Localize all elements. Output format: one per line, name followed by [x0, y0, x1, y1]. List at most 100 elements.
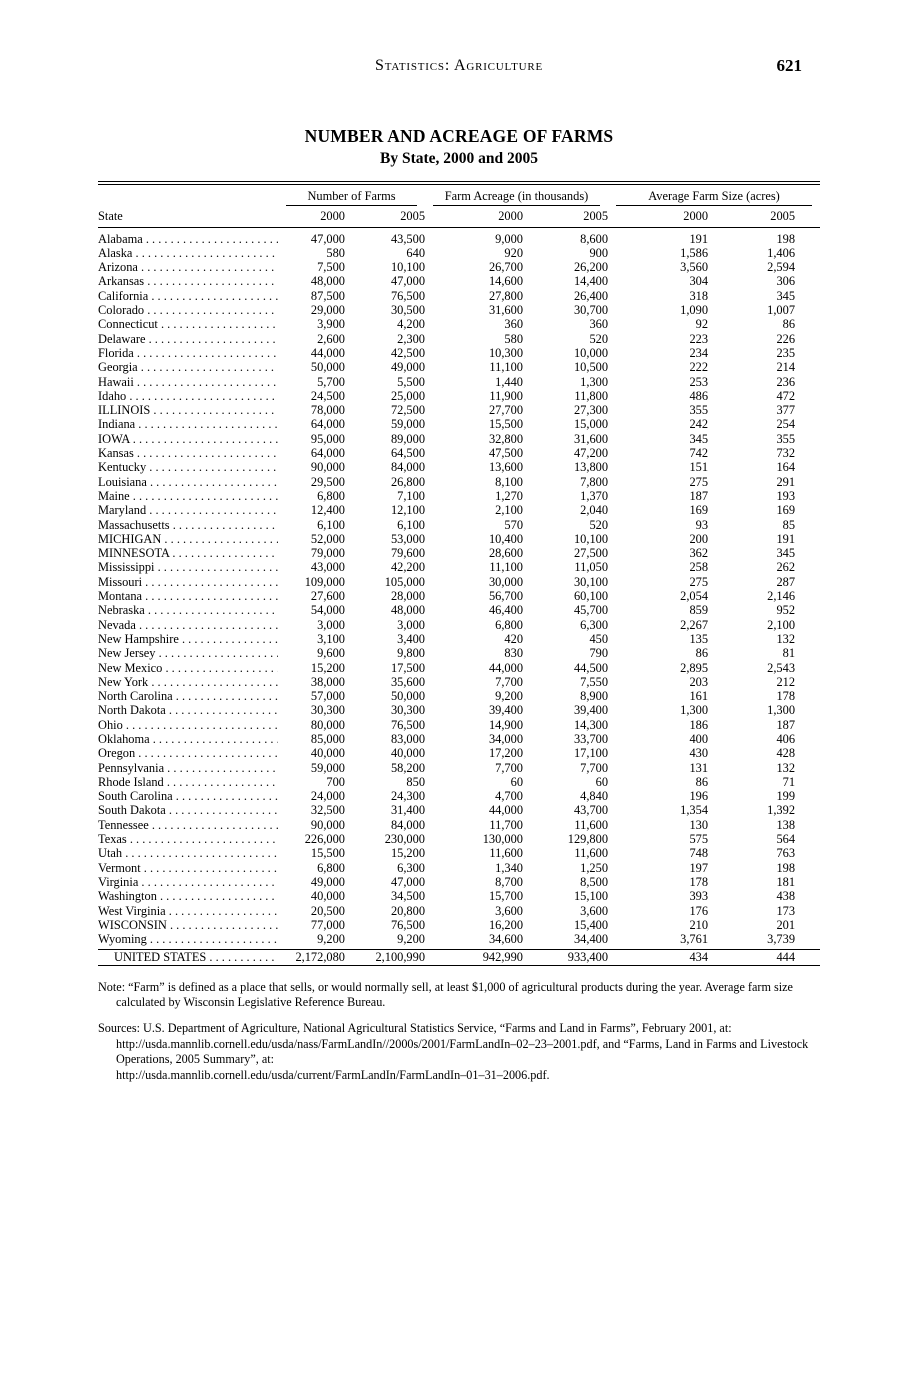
value-cell: 47,200	[573, 446, 609, 461]
state-name: Arkansas	[98, 274, 145, 289]
value-cell: 580	[326, 245, 345, 260]
value-cell: 20,800	[390, 903, 426, 918]
dot-leader	[134, 346, 278, 360]
value-cell: 71	[782, 774, 796, 789]
state-name: Alaska	[98, 245, 133, 260]
value-cell: 105,000	[384, 574, 426, 589]
table-row: North Carolina 57,000 50,000 9,200 8,900 161 1…	[98, 689, 820, 703]
state-name-cell: Virginia	[98, 875, 278, 889]
table-row: Florida 44,000 42,500 10,300 10,000 234 235	[98, 346, 820, 360]
value-cell: 38,000	[310, 674, 345, 689]
value-cell: 81	[782, 646, 796, 661]
value-cell: 732	[776, 446, 796, 461]
dot-leader	[169, 546, 278, 560]
value-cell: 242	[689, 417, 709, 432]
value-cell: 520	[589, 517, 609, 532]
value-cell: 164	[776, 460, 796, 475]
value-cell: 360	[504, 317, 524, 332]
table-row: MICHIGAN 52,000 53,000 10,400 10,100 200 191	[98, 532, 820, 546]
value-cell: 17,200	[488, 746, 524, 761]
value-cell: 14,600	[488, 274, 524, 289]
state-name: MICHIGAN	[98, 531, 162, 546]
value-cell: 6,300	[580, 617, 609, 632]
value-cell: 109,000	[304, 574, 345, 589]
value-cell: 191	[689, 231, 709, 246]
value-cell: 6,100	[317, 517, 345, 532]
value-cell: 742	[689, 446, 709, 461]
value-cell: 15,500	[310, 846, 345, 861]
state-name-cell: Ohio	[98, 718, 278, 732]
value-cell: 31,400	[390, 803, 426, 818]
value-cell: 214	[776, 360, 796, 375]
column-header-state: State	[98, 206, 278, 228]
value-cell: 30,100	[573, 574, 609, 589]
table-row: Maryland 12,400 12,100 2,100 2,040 169 169	[98, 503, 820, 517]
dot-leader	[158, 317, 278, 331]
value-cell: 11,800	[574, 388, 609, 403]
state-name-cell: IOWA	[98, 432, 278, 446]
state-name: ILLINOIS	[98, 403, 151, 418]
value-cell: 46,400	[488, 603, 524, 618]
table-row: Hawaii 5,700 5,500 1,440 1,300 253 236	[98, 375, 820, 389]
table-row: Nebraska 54,000 48,000 46,400 45,700 859 952	[98, 603, 820, 617]
value-cell: 1,586	[680, 245, 709, 260]
table-row: Colorado 29,000 30,500 31,600 30,700 1,090 1,0…	[98, 303, 820, 317]
value-cell: 222	[689, 360, 709, 375]
value-cell: 486	[689, 388, 709, 403]
value-cell: 253	[689, 374, 709, 389]
value-cell: 17,500	[390, 660, 426, 675]
value-cell: 132	[776, 760, 796, 775]
value-cell: 2,146	[767, 589, 796, 604]
state-name: Idaho	[98, 388, 127, 403]
value-cell: 201	[776, 917, 796, 932]
value-cell: 64,000	[310, 417, 345, 432]
value-cell: 8,500	[580, 874, 609, 889]
sources-text: Sources: U.S. Department of Agriculture,…	[98, 1020, 809, 1082]
state-name-cell: MINNESOTA	[98, 546, 278, 560]
value-cell: 35,600	[390, 674, 426, 689]
state-name-cell: Kansas	[98, 446, 278, 460]
state-name-cell: Hawaii	[98, 375, 278, 389]
value-cell: 130,000	[482, 832, 524, 847]
value-cell: 40,000	[310, 746, 345, 761]
table-row: Mississippi 43,000 42,200 11,100 11,050 258 26…	[98, 560, 820, 574]
value-cell: 952	[776, 603, 796, 618]
column-header-acreage-2000: 2000	[425, 206, 524, 228]
dot-leader	[173, 789, 278, 803]
value-cell: 26,200	[573, 260, 609, 275]
value-cell: 230,000	[384, 832, 426, 847]
dot-leader	[143, 232, 278, 246]
dot-leader	[150, 732, 278, 746]
state-name-cell: Alaska	[98, 246, 278, 260]
value-cell: 86	[695, 646, 709, 661]
table-body: Alabama47,00043,5009,0008,600191198Alask…	[98, 227, 820, 950]
value-cell: 84,000	[390, 817, 426, 832]
value-cell: 135	[689, 631, 709, 646]
value-cell: 178	[776, 689, 796, 704]
value-cell: 428	[776, 746, 796, 761]
value-cell: 291	[776, 474, 796, 489]
value-cell: 27,300	[573, 403, 609, 418]
state-name-cell: Arkansas	[98, 274, 278, 288]
value-cell: 11,600	[574, 846, 609, 861]
dot-leader	[134, 446, 278, 460]
state-name-cell: California	[98, 289, 278, 303]
value-cell: 131	[689, 760, 709, 775]
value-cell: 438	[776, 889, 796, 904]
value-cell: 79,600	[390, 546, 426, 561]
value-cell: 360	[589, 317, 609, 332]
value-cell: 1,354	[680, 803, 709, 818]
table-row: IOWA 95,000 89,000 32,800 31,600 345 355	[98, 432, 820, 446]
value-cell: 1,250	[580, 860, 609, 875]
value-cell: 49,000	[310, 874, 345, 889]
value-cell: 44,000	[488, 660, 524, 675]
value-cell: 169	[689, 503, 709, 518]
value-cell: 6,300	[397, 860, 426, 875]
value-cell: 86	[782, 317, 796, 332]
value-cell: 9,000	[495, 231, 524, 246]
dot-leader	[166, 904, 278, 918]
value-cell: 30,000	[488, 574, 524, 589]
value-cell: 306	[776, 274, 796, 289]
value-cell: 32,500	[310, 803, 345, 818]
value-cell: 11,050	[574, 560, 609, 575]
